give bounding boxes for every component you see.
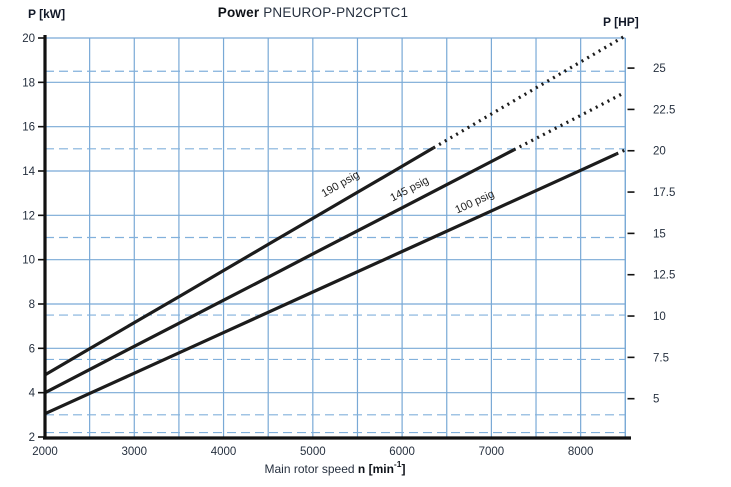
- right-axis-unit-label: P [HP]: [603, 15, 639, 29]
- hp-tick-label: 25: [653, 63, 666, 75]
- kw-tick-label: 8: [29, 299, 35, 311]
- kw-tick-label: 20: [22, 33, 35, 45]
- x-axis-title-symbol: n [min: [357, 462, 394, 476]
- kw-tick-label: 18: [22, 77, 35, 89]
- chart-title-rest: PNEUROP-PN2CPTC1: [259, 5, 409, 20]
- speed-tick-label: 6000: [389, 446, 415, 458]
- kw-tick-label: 4: [29, 388, 36, 400]
- x-axis-title-exponent: -1: [393, 459, 402, 469]
- hp-tick-label: 5: [653, 394, 659, 406]
- hp-tick-label: 15: [653, 228, 666, 240]
- speed-tick-label: 7000: [479, 446, 505, 458]
- curve-label-145-psig: 145 psig: [388, 174, 430, 204]
- curve-dotted-190-psig: [432, 35, 625, 150]
- curve-solid-145-psig: [44, 148, 515, 395]
- curve-solid-100-psig: [44, 152, 618, 416]
- speed-tick-label: 5000: [300, 446, 326, 458]
- speed-tick-label: 4000: [211, 446, 237, 458]
- x-axis-title-prefix: Main rotor speed: [264, 462, 358, 476]
- speed-tick-label: 3000: [121, 446, 147, 458]
- series-190-psig: 190 psig: [44, 35, 625, 377]
- dashed-motor-rating-lines: [45, 70, 626, 434]
- curve-solid-190-psig: [44, 146, 435, 377]
- hp-tick-label: 20: [653, 146, 666, 158]
- x-axis-tick-labels: 2000 3000 4000 5000 6000 7000 8000: [32, 446, 593, 458]
- speed-tick-label: 2000: [32, 446, 58, 458]
- x-axis-title: Main rotor speed n [min-1]: [45, 459, 625, 476]
- chart-title-bold: Power: [217, 5, 260, 20]
- left-axis-ticks: 20 18 16 14 12 10 8 6 4 2: [22, 33, 45, 444]
- hp-tick-label: 22.5: [653, 104, 675, 116]
- hp-tick-label: 17.5: [653, 187, 675, 199]
- hp-tick-label: 12.5: [653, 270, 675, 282]
- speed-tick-label: 8000: [568, 446, 594, 458]
- kw-tick-label: 10: [22, 255, 35, 267]
- curve-dotted-145-psig: [512, 92, 624, 152]
- kw-tick-label: 2: [29, 432, 35, 444]
- hp-tick-label: 7.5: [653, 352, 669, 364]
- kw-tick-label: 12: [22, 210, 35, 222]
- kw-tick-label: 6: [29, 343, 35, 355]
- kw-tick-label: 16: [22, 122, 35, 134]
- x-axis-title-close: ]: [401, 462, 406, 476]
- curve-dotted-100-psig: [615, 148, 626, 156]
- hp-tick-label: 10: [653, 311, 666, 323]
- kw-tick-label: 14: [22, 166, 35, 178]
- left-axis-unit-label: P [kW]: [28, 7, 66, 21]
- grid-lines: [45, 37, 626, 437]
- page-title: Power PNEUROP-PN2CPTC1: [45, 5, 581, 20]
- axes: [43, 35, 631, 440]
- right-axis-ticks: 25 22.5 20 17.5 15 12.5 10 7.5 5: [627, 63, 675, 406]
